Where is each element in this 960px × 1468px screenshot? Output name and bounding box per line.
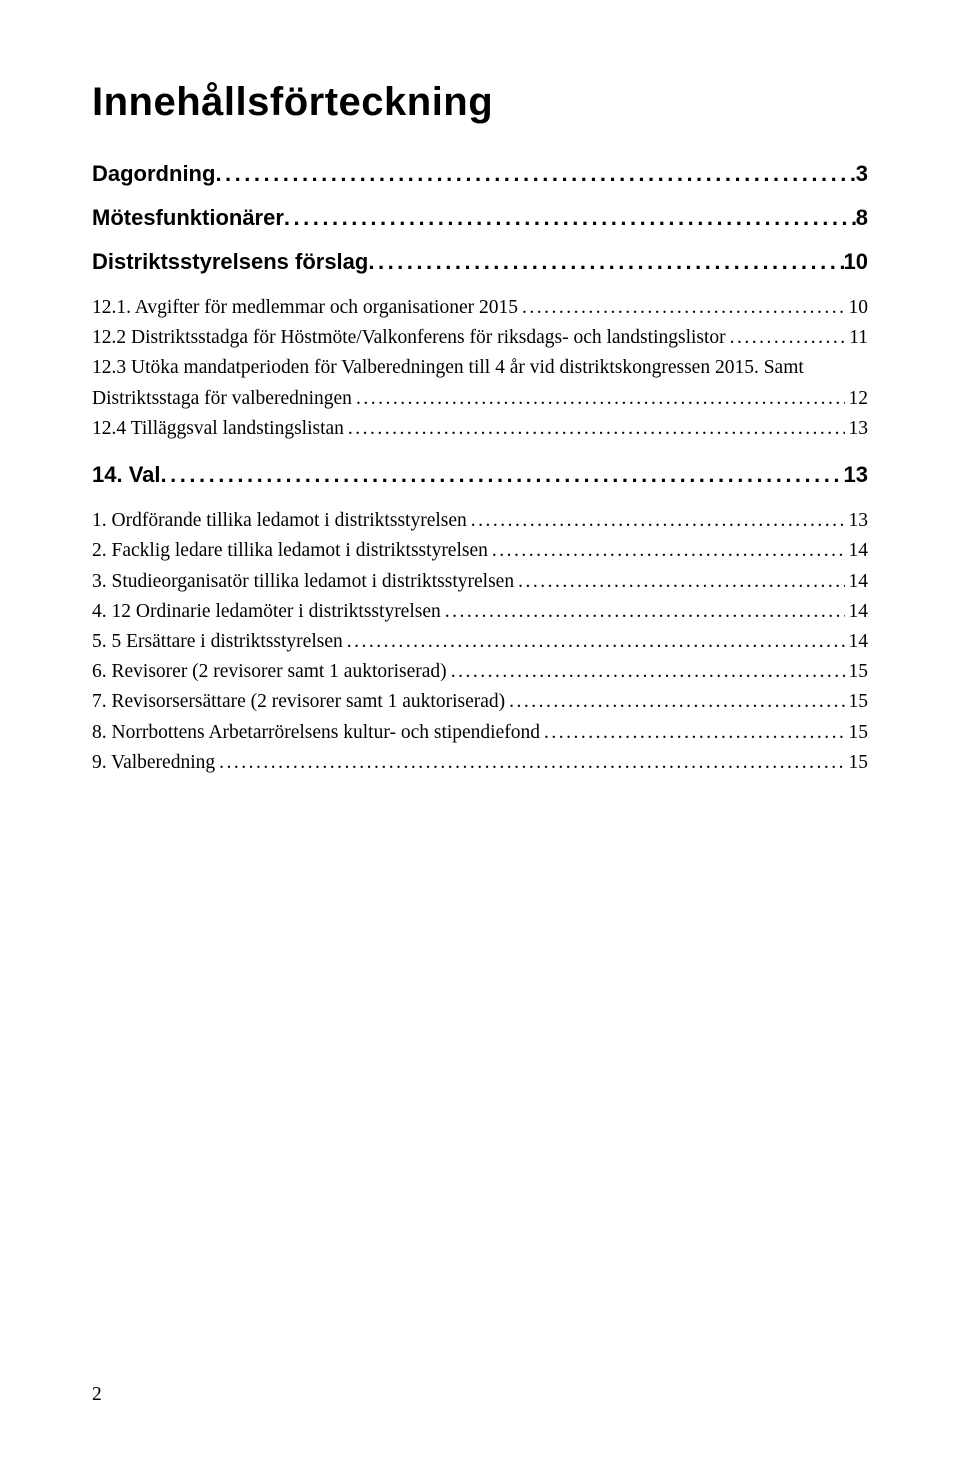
- leader-dots: [544, 718, 845, 748]
- toc-section: Dagordning 3: [92, 161, 868, 187]
- toc-entry: 9. Valberedning 15: [92, 748, 868, 778]
- toc-page: 11: [845, 323, 868, 353]
- toc-label: 12.2 Distriktsstadga för Höstmöte/Valkon…: [92, 323, 730, 353]
- toc-entry: 8. Norrbottens Arbetarrörelsens kultur- …: [92, 718, 868, 748]
- toc-label-line1: 12.3 Utöka mandatperioden för Valberedni…: [92, 353, 868, 383]
- toc-page: 13: [845, 414, 869, 444]
- page-number: 2: [92, 1384, 102, 1406]
- leader-dots: [347, 627, 845, 657]
- toc-label: 7. Revisorsersättare (2 revisorer samt 1…: [92, 687, 509, 717]
- toc-page: 8: [856, 205, 868, 231]
- toc-label: 9. Valberedning: [92, 748, 219, 778]
- leader-dots: [492, 536, 845, 566]
- leader-dots: [368, 249, 843, 275]
- toc-label: Mötesfunktionärer: [92, 205, 284, 231]
- leader-dots: [518, 567, 844, 597]
- leader-dots: [348, 414, 845, 444]
- toc-label-line2: Distriktsstaga för valberedningen: [92, 384, 356, 414]
- toc-label: 5. 5 Ersättare i distriktsstyrelsen: [92, 627, 347, 657]
- toc-page: 14: [845, 597, 869, 627]
- leader-dots: [730, 323, 846, 353]
- toc-entry: 6. Revisorer (2 revisorer samt 1 auktori…: [92, 657, 868, 687]
- toc-page: 10: [845, 293, 869, 323]
- toc-entry: 12.1. Avgifter för medlemmar och organis…: [92, 293, 868, 323]
- toc-section: Mötesfunktionärer 8: [92, 205, 868, 231]
- toc-entry: 5. 5 Ersättare i distriktsstyrelsen 14: [92, 627, 868, 657]
- toc-label: 1. Ordförande tillika ledamot i distrikt…: [92, 506, 471, 536]
- leader-dots: [161, 462, 844, 488]
- toc-entry: 12.2 Distriktsstadga för Höstmöte/Valkon…: [92, 323, 868, 353]
- toc-label: 12.1. Avgifter för medlemmar och organis…: [92, 293, 522, 323]
- toc-page: 13: [844, 462, 868, 488]
- toc-page: 15: [845, 718, 869, 748]
- toc-page: 13: [845, 506, 869, 536]
- toc-page: 3: [856, 161, 868, 187]
- toc-entry: 2. Facklig ledare tillika ledamot i dist…: [92, 536, 868, 566]
- leader-dots: [451, 657, 845, 687]
- leader-dots: [522, 293, 844, 323]
- toc-section: 14. Val 13: [92, 462, 868, 488]
- toc-label: 6. Revisorer (2 revisorer samt 1 auktori…: [92, 657, 451, 687]
- page-title: Innehållsförteckning: [92, 80, 868, 125]
- toc-label: 3. Studieorganisatör tillika ledamot i d…: [92, 567, 518, 597]
- table-of-contents: Dagordning 3 Mötesfunktionärer 8 Distrik…: [92, 161, 868, 778]
- toc-page: 14: [845, 627, 869, 657]
- toc-section: Distriktsstyrelsens förslag 10: [92, 249, 868, 275]
- leader-dots: [445, 597, 845, 627]
- toc-page: 10: [844, 249, 868, 275]
- toc-label: Dagordning: [92, 161, 215, 187]
- toc-label: 4. 12 Ordinarie ledamöter i distriktssty…: [92, 597, 445, 627]
- toc-entry: 4. 12 Ordinarie ledamöter i distriktssty…: [92, 597, 868, 627]
- toc-label: 2. Facklig ledare tillika ledamot i dist…: [92, 536, 492, 566]
- leader-dots: [219, 748, 844, 778]
- toc-page: 15: [845, 748, 869, 778]
- toc-entry: 1. Ordförande tillika ledamot i distrikt…: [92, 506, 868, 536]
- toc-label: 14. Val: [92, 462, 161, 488]
- toc-page: 14: [845, 536, 869, 566]
- leader-dots: [356, 384, 845, 414]
- toc-entry: 12.3 Utöka mandatperioden för Valberedni…: [92, 353, 868, 413]
- toc-entry: 7. Revisorsersättare (2 revisorer samt 1…: [92, 687, 868, 717]
- toc-page: 12: [845, 384, 869, 414]
- leader-dots: [471, 506, 845, 536]
- toc-page: 15: [845, 687, 869, 717]
- leader-dots: [215, 161, 855, 187]
- leader-dots: [284, 205, 856, 231]
- toc-entry: 3. Studieorganisatör tillika ledamot i d…: [92, 567, 868, 597]
- toc-label: 12.4 Tilläggsval landstingslistan: [92, 414, 348, 444]
- leader-dots: [509, 687, 844, 717]
- toc-page: 14: [845, 567, 869, 597]
- toc-label: Distriktsstyrelsens förslag: [92, 249, 368, 275]
- toc-entry: 12.4 Tilläggsval landstingslistan 13: [92, 414, 868, 444]
- toc-label: 8. Norrbottens Arbetarrörelsens kultur- …: [92, 718, 544, 748]
- toc-page: 15: [845, 657, 869, 687]
